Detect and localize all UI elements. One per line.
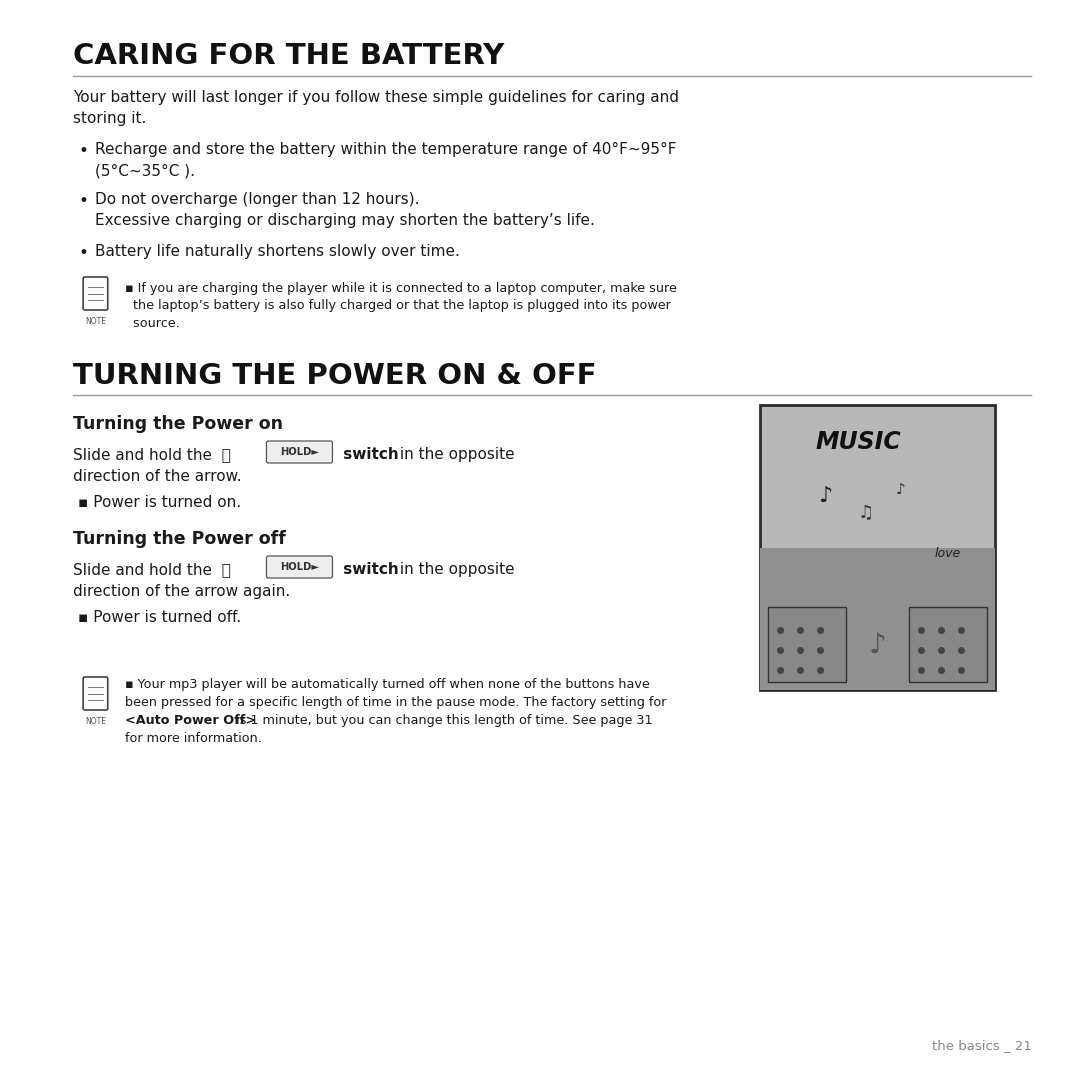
Text: Your battery will last longer if you follow these simple guidelines for caring a: Your battery will last longer if you fol… xyxy=(73,90,679,126)
Bar xyxy=(768,607,846,681)
Bar xyxy=(760,405,995,690)
Text: direction of the arrow.: direction of the arrow. xyxy=(73,469,242,484)
Text: ▪ If you are charging the player while it is connected to a laptop computer, mak: ▪ If you are charging the player while i… xyxy=(125,282,677,330)
Text: Recharge and store the battery within the temperature range of 40°F~95°F
(5°C~35: Recharge and store the battery within th… xyxy=(95,141,677,178)
Text: in the opposite: in the opposite xyxy=(395,447,515,462)
Text: •: • xyxy=(79,192,89,210)
FancyBboxPatch shape xyxy=(267,556,333,578)
Text: NOTE: NOTE xyxy=(85,717,106,727)
Text: ▪ Power is turned on.: ▪ Power is turned on. xyxy=(79,495,242,510)
Text: •: • xyxy=(79,141,89,160)
Text: ♪: ♪ xyxy=(819,486,833,507)
Text: Slide and hold the  ␀: Slide and hold the ␀ xyxy=(73,562,231,577)
Text: NOTE: NOTE xyxy=(85,318,106,326)
Text: for more information.: for more information. xyxy=(125,732,262,745)
Text: HOLD►: HOLD► xyxy=(280,447,319,457)
Text: Do not overcharge (longer than 12 hours).
Excessive charging or discharging may : Do not overcharge (longer than 12 hours)… xyxy=(95,192,595,228)
Text: ♪: ♪ xyxy=(868,631,887,659)
Bar xyxy=(909,607,987,681)
Text: in the opposite: in the opposite xyxy=(395,562,515,577)
Text: Turning the Power on: Turning the Power on xyxy=(73,415,283,433)
Text: CARING FOR THE BATTERY: CARING FOR THE BATTERY xyxy=(73,42,504,70)
Text: ▪ Your mp3 player will be automatically turned off when none of the buttons have: ▪ Your mp3 player will be automatically … xyxy=(125,678,650,691)
Text: ▪ Power is turned off.: ▪ Power is turned off. xyxy=(79,610,242,625)
Text: direction of the arrow again.: direction of the arrow again. xyxy=(73,584,291,599)
Text: <Auto Power Off>: <Auto Power Off> xyxy=(125,714,257,727)
Text: switch: switch xyxy=(338,447,400,462)
Text: Slide and hold the  ␀: Slide and hold the ␀ xyxy=(73,447,231,462)
Text: ♫: ♫ xyxy=(858,504,874,523)
Text: TURNING THE POWER ON & OFF: TURNING THE POWER ON & OFF xyxy=(73,362,597,390)
Text: •: • xyxy=(79,244,89,262)
Text: ♪: ♪ xyxy=(896,483,906,498)
Text: switch: switch xyxy=(338,562,400,577)
Text: Battery life naturally shortens slowly over time.: Battery life naturally shortens slowly o… xyxy=(95,244,460,259)
Bar xyxy=(760,548,995,690)
Text: been pressed for a specific length of time in the pause mode. The factory settin: been pressed for a specific length of ti… xyxy=(125,696,667,708)
FancyBboxPatch shape xyxy=(83,677,108,710)
Text: the basics _ 21: the basics _ 21 xyxy=(932,1039,1031,1052)
FancyBboxPatch shape xyxy=(83,276,108,310)
FancyBboxPatch shape xyxy=(267,441,333,463)
Text: Turning the Power off: Turning the Power off xyxy=(73,530,286,548)
Text: love: love xyxy=(935,546,961,559)
Text: MUSIC: MUSIC xyxy=(815,430,902,454)
Text: HOLD►: HOLD► xyxy=(280,562,319,572)
Text: is 1 minute, but you can change this length of time. See page 31: is 1 minute, but you can change this len… xyxy=(232,714,653,727)
